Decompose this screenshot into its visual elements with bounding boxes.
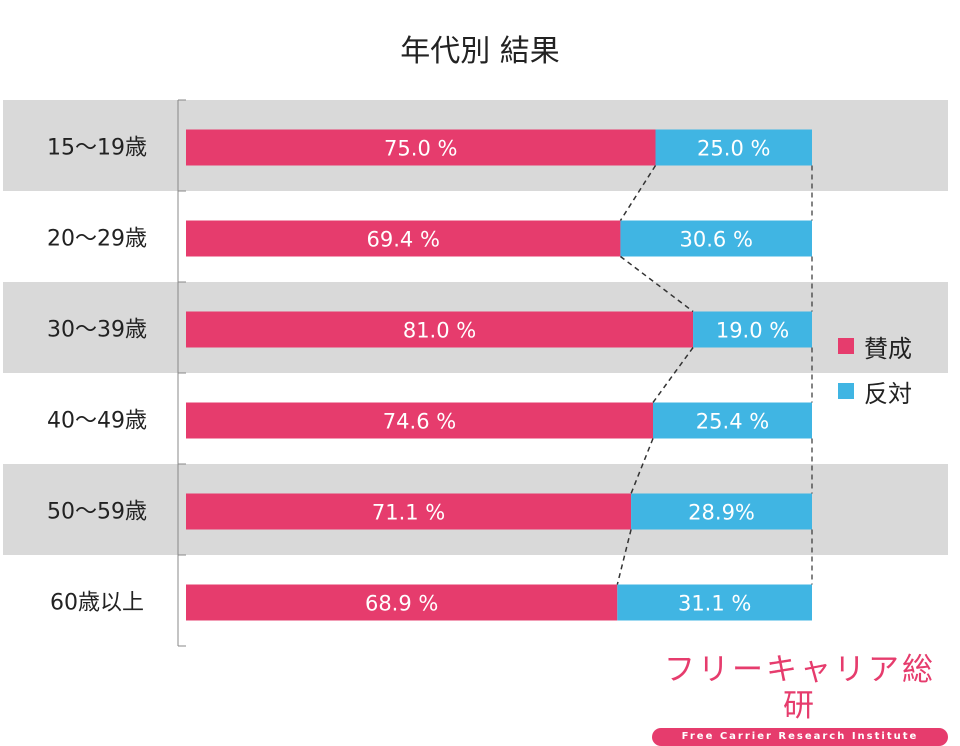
data-label-agree: 81.0 % [403, 319, 476, 343]
legend-label-agree: 賛成 [864, 334, 912, 363]
bar-disagree [693, 311, 812, 348]
chart-title: 年代別 結果 [400, 34, 560, 69]
legend-item-agree: 賛成 [838, 332, 912, 363]
data-label-agree: 71.1 % [372, 501, 445, 525]
data-label-agree: 69.4 % [367, 228, 440, 252]
series-connector [619, 165, 657, 221]
category-label: 20～29歳 [47, 227, 147, 252]
category-label: 40～49歳 [47, 409, 147, 434]
data-label-agree: 75.0 % [384, 137, 457, 161]
data-label-agree: 74.6 % [383, 410, 456, 434]
bar-agree [186, 129, 656, 166]
data-label-disagree: 30.6 % [680, 228, 753, 252]
category-label: 60歳以上 [50, 591, 144, 616]
bar-disagree [655, 129, 812, 166]
data-label-disagree: 25.4 % [696, 410, 769, 434]
data-label-disagree: 31.1 % [678, 592, 751, 616]
data-label-disagree: 19.0 % [716, 319, 789, 343]
category-label: 50～59歳 [47, 500, 147, 525]
series-connector [616, 529, 632, 585]
data-label-agree: 68.9 % [365, 592, 438, 616]
logo-tagline: Free Carrier Research Institute [652, 728, 948, 746]
category-label: 15～19歳 [47, 136, 147, 161]
legend-swatch-agree [838, 338, 854, 354]
series-connector [630, 438, 654, 494]
data-label-disagree: 28.9% [688, 501, 755, 525]
series-connector [652, 347, 694, 403]
bar-agree [186, 584, 618, 621]
legend: 賛成 反対 [838, 332, 912, 422]
bar-disagree [652, 402, 812, 439]
legend-swatch-disagree [838, 383, 854, 399]
category-label: 30～39歳 [47, 318, 147, 343]
data-label-disagree: 25.0 % [697, 137, 770, 161]
bar-disagree [617, 584, 812, 621]
bar-disagree [631, 493, 812, 530]
brand-logo: フリーキャリア総研 Free Carrier Research Institut… [652, 652, 948, 746]
bar-disagree [620, 220, 812, 257]
bar-agree [186, 311, 694, 348]
stacked-bar-chart: 75.0 % 25.0 % 15～19歳 69.4 % 30.6 % 20～29歳 81.0… [3, 99, 948, 647]
bar-agree [186, 402, 653, 439]
bar-agree [186, 220, 621, 257]
legend-label-disagree: 反対 [864, 379, 912, 408]
logo-name: フリーキャリア総研 [664, 652, 936, 724]
bar-agree [186, 493, 632, 530]
legend-item-disagree: 反対 [838, 377, 912, 408]
series-connector [619, 255, 694, 313]
